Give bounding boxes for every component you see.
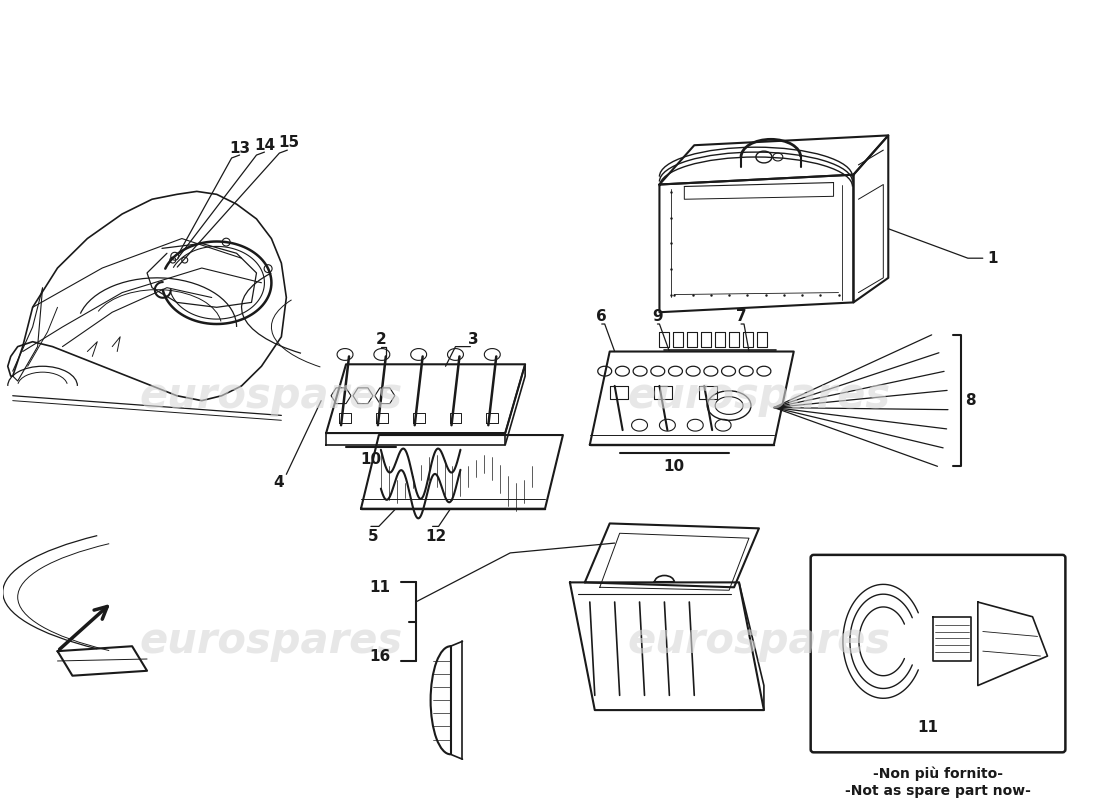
Text: eurospares: eurospares (140, 620, 403, 662)
Text: eurospares: eurospares (140, 374, 403, 417)
Text: 10: 10 (361, 452, 382, 467)
Text: 11: 11 (917, 720, 938, 735)
Text: 5: 5 (367, 529, 378, 544)
Text: 1: 1 (988, 250, 999, 266)
Text: eurospares: eurospares (627, 620, 891, 662)
Text: 11: 11 (370, 580, 390, 594)
Text: 3: 3 (469, 332, 478, 347)
Text: eurospares: eurospares (627, 374, 891, 417)
Text: 4: 4 (273, 474, 284, 490)
Text: 9: 9 (652, 309, 663, 324)
FancyBboxPatch shape (811, 555, 1066, 752)
Text: 7: 7 (736, 309, 746, 324)
Text: -Non più fornito-: -Non più fornito- (873, 766, 1003, 781)
Text: 6: 6 (596, 309, 607, 324)
Text: 8: 8 (966, 393, 976, 408)
Text: 2: 2 (375, 332, 386, 347)
Text: 16: 16 (370, 649, 390, 663)
Text: 14: 14 (254, 138, 275, 153)
Text: 10: 10 (663, 459, 685, 474)
Text: 15: 15 (278, 134, 300, 150)
Text: 12: 12 (425, 529, 447, 544)
Text: 13: 13 (229, 141, 250, 156)
Text: -Not as spare part now-: -Not as spare part now- (845, 784, 1031, 798)
